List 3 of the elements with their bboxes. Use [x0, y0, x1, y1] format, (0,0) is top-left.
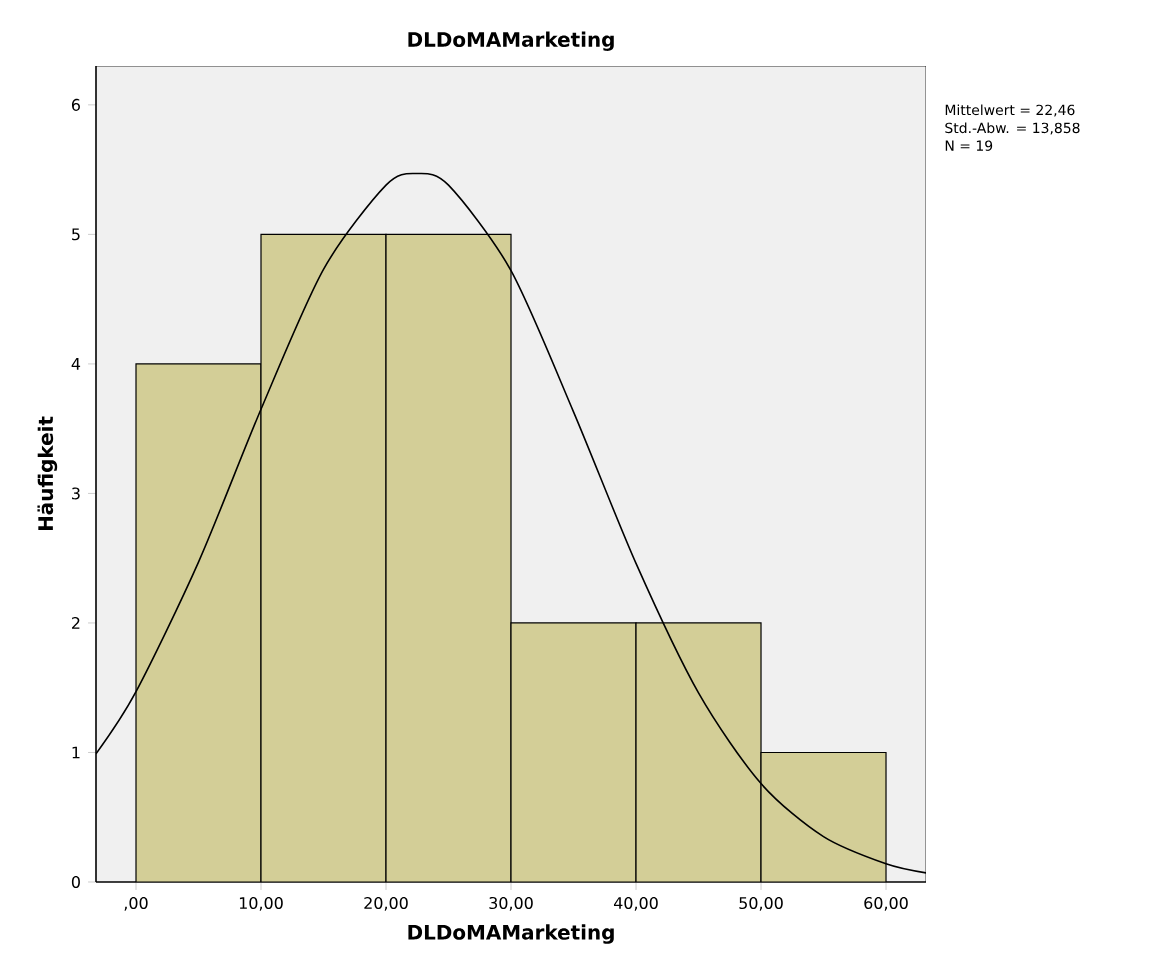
y-axis-title: Häufigkeit — [37, 416, 58, 531]
x-axis-title: DLDoMAMarketing — [408, 924, 614, 944]
chart-title: DLDoMAMarketing — [408, 31, 614, 51]
